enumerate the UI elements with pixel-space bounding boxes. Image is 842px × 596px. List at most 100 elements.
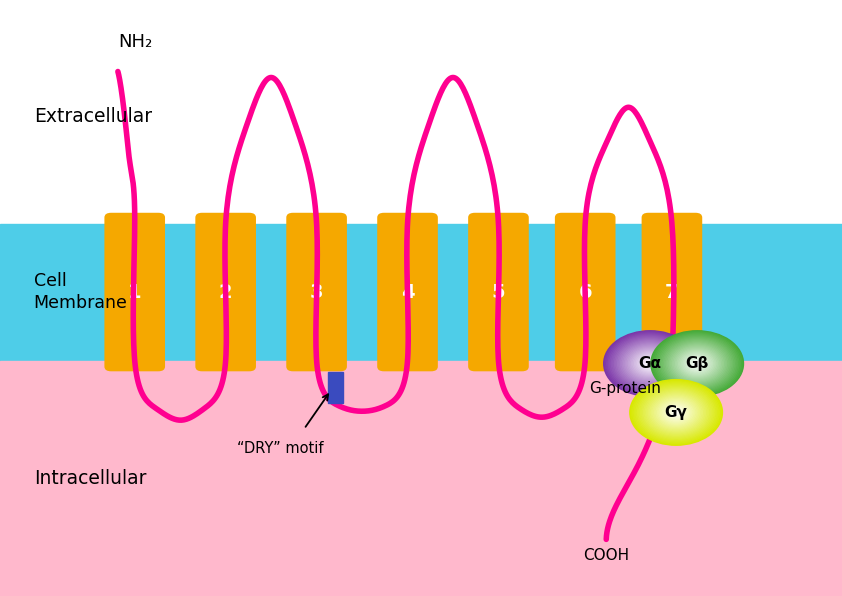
Text: Gβ: Gβ — [685, 356, 709, 371]
Circle shape — [674, 347, 720, 380]
Text: COOH: COOH — [584, 548, 629, 563]
FancyBboxPatch shape — [195, 213, 256, 371]
Circle shape — [636, 354, 664, 373]
Circle shape — [665, 405, 687, 420]
Circle shape — [646, 360, 655, 367]
Circle shape — [611, 336, 689, 391]
Circle shape — [637, 385, 715, 440]
Circle shape — [660, 337, 734, 390]
Bar — [0, 224, 842, 361]
FancyBboxPatch shape — [104, 213, 165, 371]
Circle shape — [653, 396, 700, 429]
Text: 1: 1 — [128, 283, 141, 302]
Circle shape — [690, 358, 705, 369]
Circle shape — [657, 335, 738, 392]
FancyBboxPatch shape — [642, 213, 702, 371]
Circle shape — [669, 344, 725, 383]
Circle shape — [635, 353, 665, 374]
Circle shape — [610, 335, 690, 392]
Circle shape — [688, 357, 706, 370]
Circle shape — [628, 348, 672, 379]
Text: G-protein: G-protein — [589, 381, 661, 396]
Circle shape — [650, 394, 702, 431]
Circle shape — [685, 355, 710, 372]
Circle shape — [642, 389, 710, 436]
Circle shape — [632, 381, 721, 444]
Circle shape — [682, 353, 712, 374]
Circle shape — [639, 386, 713, 439]
Text: 4: 4 — [401, 283, 414, 302]
Circle shape — [663, 403, 690, 422]
Circle shape — [644, 390, 709, 436]
Circle shape — [673, 410, 679, 415]
Text: Intracellular: Intracellular — [34, 469, 147, 488]
Circle shape — [656, 398, 696, 427]
Circle shape — [635, 383, 718, 442]
Circle shape — [616, 340, 684, 387]
Circle shape — [654, 397, 698, 428]
Circle shape — [663, 340, 731, 387]
Text: 7: 7 — [665, 283, 679, 302]
Circle shape — [647, 361, 653, 366]
Bar — [328, 372, 343, 403]
Circle shape — [626, 347, 674, 380]
Text: 5: 5 — [492, 283, 505, 302]
Circle shape — [666, 342, 728, 386]
Circle shape — [673, 346, 722, 381]
Circle shape — [674, 411, 678, 414]
Circle shape — [641, 387, 711, 437]
Circle shape — [662, 339, 733, 389]
Circle shape — [653, 332, 742, 395]
Circle shape — [618, 341, 683, 387]
FancyBboxPatch shape — [555, 213, 616, 371]
FancyBboxPatch shape — [377, 213, 438, 371]
Text: 3: 3 — [310, 283, 323, 302]
Circle shape — [642, 358, 658, 369]
Circle shape — [647, 392, 706, 433]
Circle shape — [694, 361, 701, 366]
Circle shape — [658, 399, 695, 426]
Circle shape — [667, 406, 685, 419]
Circle shape — [683, 354, 711, 373]
Circle shape — [607, 333, 693, 394]
Circle shape — [659, 401, 693, 424]
Circle shape — [626, 346, 674, 381]
Text: Extracellular: Extracellular — [34, 107, 152, 126]
Circle shape — [605, 332, 695, 395]
Circle shape — [695, 362, 699, 365]
FancyBboxPatch shape — [468, 213, 529, 371]
Circle shape — [675, 348, 719, 379]
Circle shape — [655, 334, 739, 393]
Circle shape — [624, 345, 676, 382]
Circle shape — [632, 350, 669, 377]
Circle shape — [677, 349, 717, 378]
Circle shape — [686, 356, 708, 371]
Circle shape — [672, 409, 681, 416]
Circle shape — [648, 393, 704, 432]
Circle shape — [621, 343, 679, 384]
Circle shape — [641, 357, 659, 370]
Circle shape — [670, 408, 682, 417]
Circle shape — [630, 349, 670, 378]
Text: 6: 6 — [578, 283, 592, 302]
Circle shape — [645, 390, 707, 434]
Circle shape — [680, 352, 714, 375]
Circle shape — [622, 344, 678, 383]
Circle shape — [615, 339, 685, 389]
Text: 2: 2 — [219, 283, 232, 302]
Text: Gα: Gα — [638, 356, 662, 371]
Circle shape — [637, 355, 663, 372]
Bar — [0, 361, 842, 596]
Circle shape — [692, 360, 701, 367]
Circle shape — [679, 350, 716, 377]
Circle shape — [671, 345, 723, 382]
Text: Cell
Membrane: Cell Membrane — [34, 272, 127, 312]
Circle shape — [661, 402, 691, 423]
Circle shape — [619, 342, 681, 386]
Circle shape — [648, 362, 652, 365]
Circle shape — [613, 337, 687, 390]
Circle shape — [644, 359, 656, 368]
Bar — [0, 0, 842, 224]
Circle shape — [652, 395, 701, 430]
Circle shape — [663, 403, 689, 421]
